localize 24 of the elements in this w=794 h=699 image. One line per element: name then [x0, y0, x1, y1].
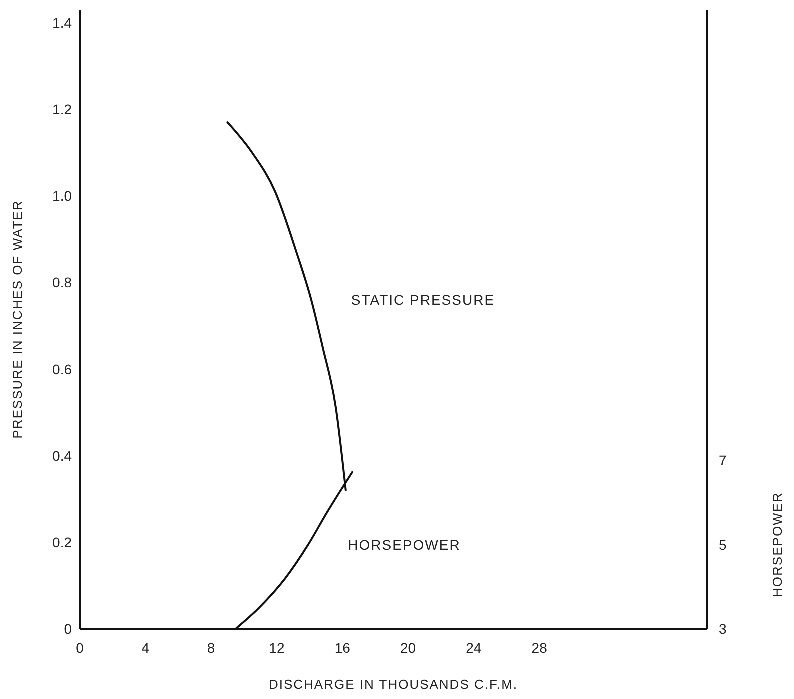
y-tick-label: 0 — [64, 621, 72, 637]
y-tick-label: 1.4 — [52, 14, 72, 31]
y2-tick-label: 3 — [719, 621, 727, 637]
y-tick-label: 1.0 — [52, 188, 72, 204]
y-tick-label: 0.2 — [52, 534, 72, 550]
y2-tick-label: 7 — [719, 452, 727, 469]
x-tick-label: 20 — [400, 640, 416, 656]
x-tick-label: 0 — [76, 640, 84, 656]
x-tick-label: 4 — [142, 640, 150, 656]
x-tick-label: 12 — [269, 640, 285, 656]
y-tick-label: 0.4 — [52, 448, 72, 464]
y-tick-label: 0.8 — [52, 274, 72, 291]
x-tick-label: 24 — [466, 640, 482, 656]
y-tick-label: 1.2 — [52, 102, 72, 118]
x-tick-label: 16 — [334, 640, 351, 656]
text: STATIC PRESSURE — [351, 292, 496, 308]
y2-tick-label: 5 — [719, 536, 727, 553]
x-axis-title: DISCHARGE IN THOUSANDS C.F.M. — [268, 677, 518, 692]
text: HORSEPOWER — [348, 537, 461, 554]
y2-axis-title: HORSEPOWER — [770, 492, 785, 598]
x-tick-label: 8 — [207, 640, 216, 656]
y-tick-label: 0.6 — [52, 361, 72, 378]
y-axis-title: PRESSURE IN INCHES OF WATER — [10, 200, 25, 439]
x-tick-label: 28 — [532, 640, 548, 656]
